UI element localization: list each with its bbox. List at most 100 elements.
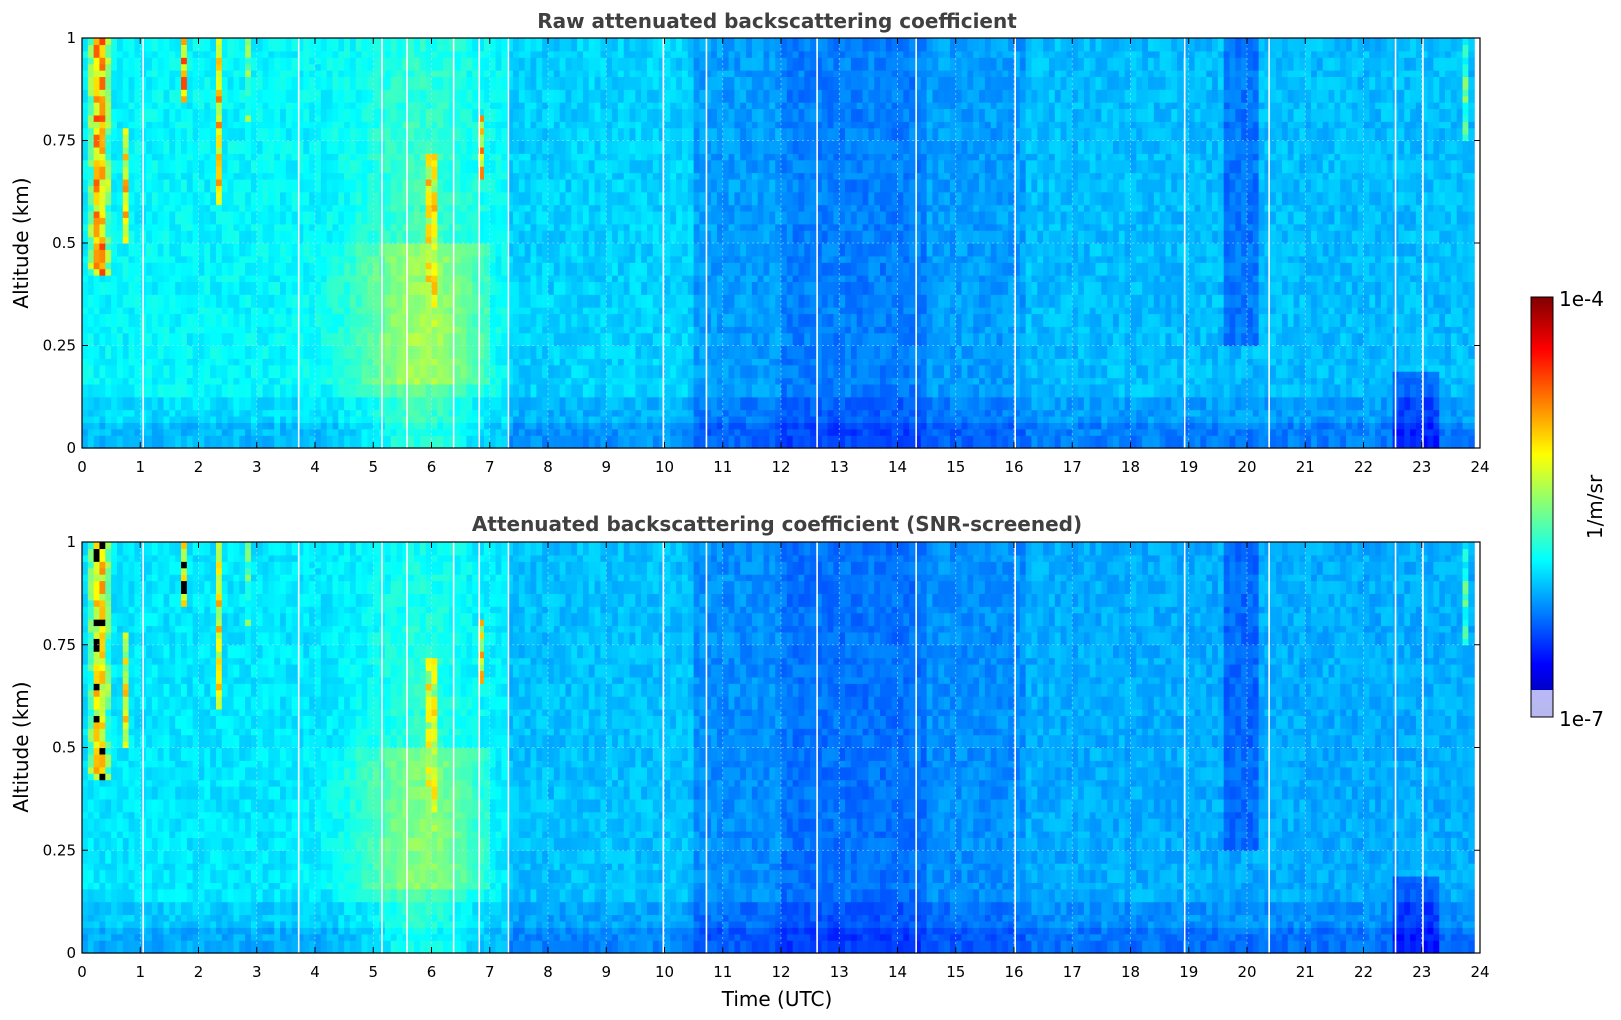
heatmap-cell	[158, 378, 164, 385]
heatmap-cell	[216, 249, 222, 256]
heatmap-cell	[193, 294, 199, 301]
heatmap-cell	[437, 307, 443, 314]
heatmap-cell	[385, 166, 391, 173]
heatmap-cell	[175, 115, 181, 122]
heatmap-cell	[268, 262, 274, 269]
heatmap-cell	[245, 96, 251, 103]
heatmap-cell	[391, 403, 397, 410]
heatmap-cell	[222, 198, 228, 205]
heatmap-cell	[88, 301, 94, 308]
heatmap-cell	[455, 211, 461, 218]
heatmap-cell	[461, 397, 467, 404]
heatmap-cell	[402, 390, 408, 397]
heatmap-cell	[111, 429, 117, 436]
heatmap-cell	[321, 256, 327, 263]
heatmap-cell	[437, 166, 443, 173]
heatmap-cell	[449, 76, 455, 83]
heatmap-cell	[94, 64, 100, 71]
heatmap-cell	[88, 96, 94, 103]
heatmap-cell	[501, 397, 507, 404]
heatmap-cell	[367, 147, 373, 154]
heatmap-cell	[356, 134, 362, 141]
heatmap-cell	[303, 339, 309, 346]
heatmap-cell	[321, 410, 327, 417]
heatmap-cell	[216, 422, 222, 429]
heatmap-cell	[513, 352, 519, 359]
heatmap-cell	[99, 249, 105, 256]
heatmap-cell	[455, 115, 461, 122]
heatmap-cell	[449, 339, 455, 346]
heatmap-cell	[111, 288, 117, 295]
heatmap-cell	[449, 313, 455, 320]
heatmap-cell	[233, 153, 239, 160]
heatmap-cell	[280, 301, 286, 308]
heatmap-cell	[484, 134, 490, 141]
heatmap-cell	[210, 160, 216, 167]
heatmap-cell	[274, 185, 280, 192]
heatmap-cell	[315, 384, 321, 391]
heatmap-cell	[332, 320, 338, 327]
heatmap-cell	[286, 89, 292, 96]
heatmap-cell	[222, 301, 228, 308]
heatmap-cell	[251, 352, 257, 359]
heatmap-cell	[350, 211, 356, 218]
heatmap-cell	[432, 115, 438, 122]
heatmap-cell	[373, 57, 379, 64]
heatmap-cell	[315, 352, 321, 359]
heatmap-cell	[105, 108, 111, 115]
heatmap-cell	[117, 224, 123, 231]
heatmap-cell	[303, 390, 309, 397]
heatmap-cell	[350, 371, 356, 378]
heatmap-cell	[420, 179, 426, 186]
heatmap-cell	[233, 83, 239, 90]
heatmap-cell	[268, 141, 274, 148]
heatmap-cell	[199, 121, 205, 128]
heatmap-cell	[321, 365, 327, 372]
heatmap-cell	[123, 422, 129, 429]
heatmap-cell	[99, 70, 105, 77]
heatmap-cell	[99, 320, 105, 327]
heatmap-cell	[362, 51, 368, 58]
heatmap-cell	[228, 378, 234, 385]
heatmap-cell	[437, 339, 443, 346]
heatmap-cell	[350, 217, 356, 224]
heatmap-cell	[420, 153, 426, 160]
heatmap-cell	[181, 294, 187, 301]
heatmap-cell	[181, 115, 187, 122]
heatmap-cell	[397, 346, 403, 353]
heatmap-cell	[443, 64, 449, 71]
heatmap-cell	[327, 422, 333, 429]
heatmap-cell	[158, 237, 164, 244]
heatmap-cell	[350, 166, 356, 173]
heatmap-cell	[233, 313, 239, 320]
heatmap-cell	[472, 281, 478, 288]
heatmap-cell	[129, 57, 135, 64]
heatmap-cell	[210, 352, 216, 359]
heatmap-cell	[82, 346, 88, 353]
heatmap-cell	[233, 102, 239, 109]
heatmap-cell	[402, 192, 408, 199]
heatmap-cell	[286, 249, 292, 256]
heatmap-cell	[129, 416, 135, 423]
heatmap-cell	[466, 70, 472, 77]
heatmap-cell	[280, 384, 286, 391]
heatmap-cell	[187, 346, 193, 353]
heatmap-cell	[414, 102, 420, 109]
heatmap-cell	[315, 166, 321, 173]
heatmap-cell	[373, 307, 379, 314]
heatmap-cell	[373, 141, 379, 148]
heatmap-cell	[350, 435, 356, 442]
heatmap-cell	[501, 294, 507, 301]
heatmap-cell	[338, 89, 344, 96]
heatmap-cell	[99, 76, 105, 83]
heatmap-cell	[129, 422, 135, 429]
heatmap-cell	[461, 211, 467, 218]
heatmap-cell	[268, 249, 274, 256]
heatmap-cell	[391, 217, 397, 224]
heatmap-cell	[315, 224, 321, 231]
heatmap-cell	[338, 83, 344, 90]
heatmap-cell	[397, 185, 403, 192]
heatmap-cell	[187, 237, 193, 244]
heatmap-cell	[129, 70, 135, 77]
heatmap-cell	[432, 44, 438, 51]
